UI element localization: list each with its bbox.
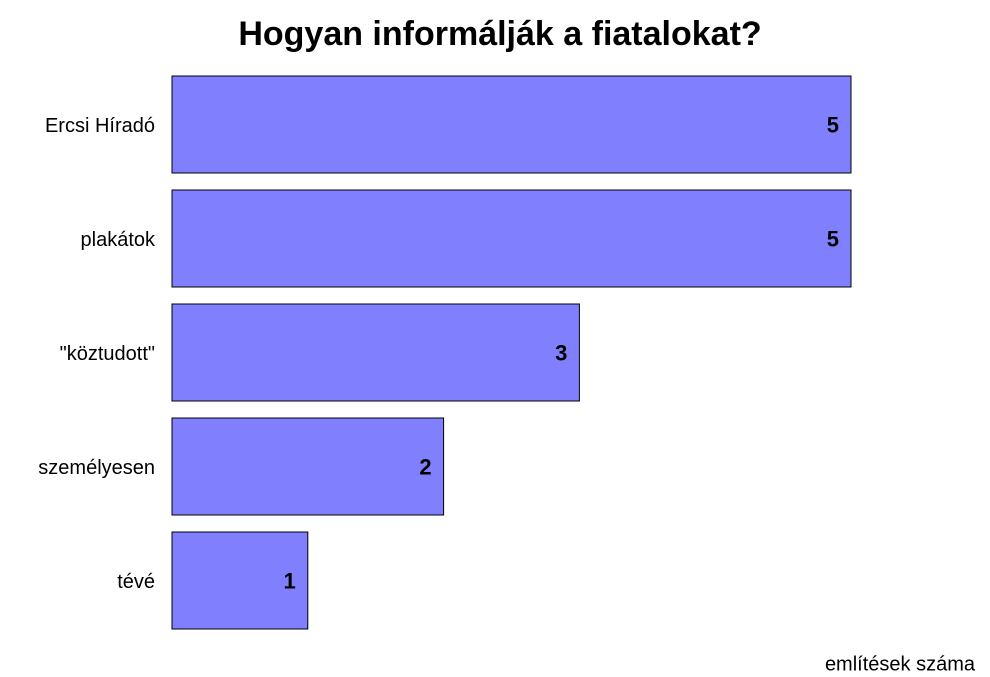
y-tick-label: Ercsi Híradó [45,115,155,137]
value-label: 1 [284,568,296,593]
y-tick-label: plakátok [81,229,156,251]
y-tick-label: "köztudott" [60,343,155,365]
bar [171,303,580,402]
y-tick-label: tévé [117,571,155,593]
bar [171,189,852,288]
chart-title: Hogyan informálják a fiatalokat? [238,15,761,53]
y-tick-label: személyesen [38,457,155,479]
value-label: 5 [827,112,839,137]
value-label: 5 [827,226,839,251]
bar [171,531,309,630]
x-axis-label: említések száma [825,653,976,675]
value-label: 3 [555,340,567,365]
bar [171,417,445,516]
bar [171,75,852,174]
value-label: 2 [419,454,431,479]
